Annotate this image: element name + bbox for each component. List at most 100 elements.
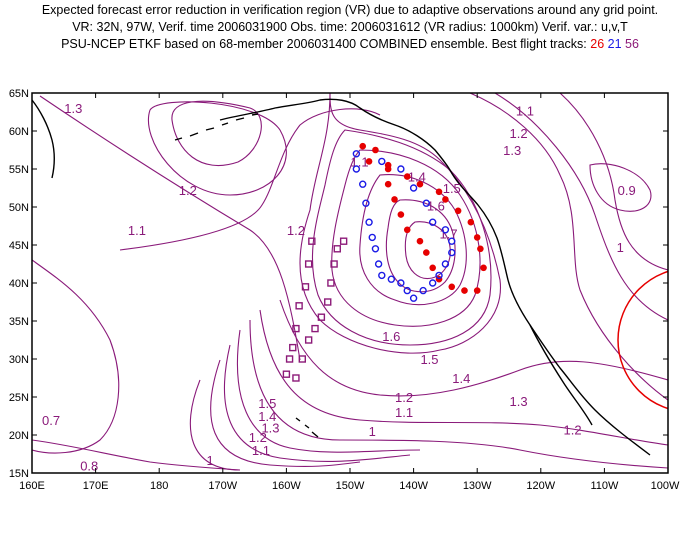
contour-label: 1.2 [179, 183, 197, 198]
track-26-point [435, 188, 443, 196]
track-56-point [292, 324, 300, 333]
contour-line [39, 95, 301, 361]
contour-line [279, 299, 668, 397]
alaska-coast [219, 98, 451, 171]
contour-line [189, 379, 241, 471]
contour-label: 1.3 [261, 420, 279, 435]
lon-label: 110W [590, 480, 619, 492]
contour-label: 1.3 [64, 101, 82, 116]
contour-label: 1.3 [503, 143, 521, 158]
track-21-point [359, 180, 367, 188]
kamchatka-coast [32, 99, 55, 179]
track-21-point [428, 279, 437, 287]
track-56-point [304, 260, 313, 268]
track-21-point [378, 157, 386, 166]
contour-label: 0.9 [618, 183, 636, 198]
track-56-point [311, 324, 319, 333]
track-26-point [448, 283, 456, 291]
baja-peninsula [529, 324, 593, 426]
lat-label: 40N [9, 278, 29, 290]
track-26-point [403, 226, 411, 234]
track-21-point [368, 233, 376, 242]
track-21-point [448, 237, 456, 245]
track-21-point [397, 165, 405, 173]
contour-label: 1.1 [516, 103, 534, 118]
track-56-point [301, 283, 310, 291]
lat-label: 50N [9, 202, 29, 214]
track-26-point [473, 234, 481, 241]
track-56-point [330, 260, 338, 268]
track-21-point [441, 260, 450, 268]
track-21-point [441, 226, 450, 234]
lat-label: 20N [9, 430, 29, 442]
track-26-point [391, 196, 398, 203]
track-21-point [374, 260, 383, 268]
track-26-point [416, 180, 424, 188]
lon-label: 130W [463, 480, 492, 492]
lon-label: 150W [336, 480, 365, 492]
contour-line [469, 93, 668, 401]
lat-label: 25N [9, 392, 29, 404]
lat-label: 30N [9, 354, 29, 366]
track-21-point [448, 248, 456, 257]
lat-label: 55N [9, 164, 29, 176]
contour-label: 1.6 [427, 198, 445, 213]
contour-line [385, 199, 456, 293]
lat-label: 65N [9, 88, 29, 100]
contour-label: 1.4 [258, 409, 276, 424]
track-21-point [422, 199, 431, 207]
contour-label: 0.8 [80, 458, 98, 473]
contour-label: 1.2 [287, 223, 305, 238]
contour-line [32, 259, 120, 454]
contour-label: 1.1 [252, 443, 270, 458]
track-26-point [416, 237, 424, 245]
track-56-point [292, 374, 300, 382]
track-21-point [387, 275, 396, 283]
track-21-point [428, 218, 437, 226]
contour-label: 0.7 [42, 413, 60, 428]
lon-label: 170W [208, 480, 237, 492]
contour-label: 1 [206, 453, 213, 468]
latitude-labels: 65N 60N 55N 50N 45N 40N 35N 30N 25N 20N … [9, 88, 29, 480]
contour-line [148, 101, 287, 196]
map-plot-area: 1.3 1.2 1.1 1.2 1.1 1.4 1.5 1.6 1.7 1.1 … [32, 93, 668, 473]
coastlines [32, 98, 651, 456]
track-26-point [473, 287, 481, 294]
track-26-point [359, 142, 367, 150]
track-21-point [371, 245, 380, 253]
track-21-point [352, 150, 361, 158]
track-26-point [454, 207, 462, 215]
track-21-point [362, 199, 370, 207]
contour-label: 1.4 [408, 170, 426, 185]
contour-label: 1.3 [510, 394, 528, 409]
verification-region-circle [617, 270, 668, 410]
north-america-west-coast [449, 169, 651, 456]
contour-label: 1.2 [249, 430, 267, 445]
track-21-point [352, 165, 361, 173]
lon-label: 100W [651, 480, 680, 492]
contour-line [210, 359, 361, 467]
track-56-point [298, 355, 306, 363]
lon-label: 170E [83, 480, 109, 492]
contour-line [249, 319, 668, 469]
contour-label: 1.1 [128, 223, 146, 238]
lon-label: 120W [526, 480, 555, 492]
lon-label: 160E [19, 480, 45, 492]
contour-line [236, 329, 421, 453]
lon-label: 160W [272, 480, 301, 492]
track-26-point [477, 245, 484, 253]
title-line-2: VR: 32N, 97W, Verif. time 2006031900 Obs… [72, 20, 628, 34]
track-21-point [419, 286, 427, 295]
track-21-point [397, 279, 405, 287]
contour-line [259, 309, 668, 446]
lon-label: 140W [399, 480, 428, 492]
track-56-point [304, 336, 313, 344]
lon-label: 180 [150, 480, 168, 492]
track-id-blue: 21 [607, 37, 622, 51]
contour-label: 1.6 [382, 329, 400, 344]
map-title-block: Expected forecast error reduction in ver… [0, 2, 700, 53]
track-21-point [409, 294, 418, 302]
track-56-point [324, 298, 332, 306]
track-21-point [409, 184, 418, 192]
track-56-point [339, 237, 348, 245]
